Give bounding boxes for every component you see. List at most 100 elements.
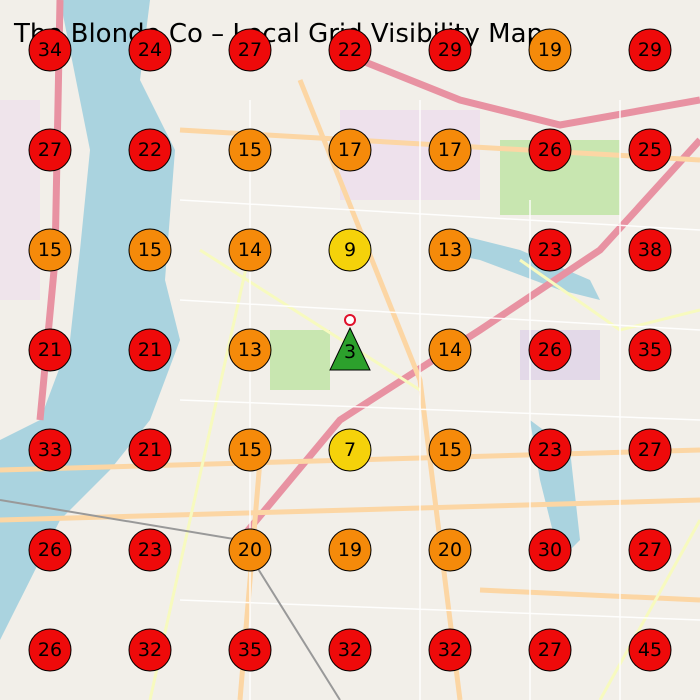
grid-cell-label: 29 <box>638 39 662 61</box>
grid-cell-label: 30 <box>538 539 562 561</box>
grid-cell <box>128 628 172 672</box>
grid-cell-label: 19 <box>538 39 562 61</box>
grid-cell-label: 26 <box>38 639 62 661</box>
grid-cell-label: 15 <box>38 239 62 261</box>
grid-cell <box>428 328 472 372</box>
grid-cell-label: 27 <box>38 139 62 161</box>
grid-cell-label: 26 <box>38 539 62 561</box>
grid-cell <box>528 428 572 472</box>
grid-cell <box>228 228 272 272</box>
grid-cell <box>328 428 372 472</box>
grid-cell-label: 20 <box>238 539 262 561</box>
grid-cell-label: 26 <box>538 339 562 361</box>
center-marker-label: 3 <box>344 341 356 363</box>
grid-cell-label: 17 <box>438 139 462 161</box>
grid-cell <box>528 628 572 672</box>
grid-cell-label: 33 <box>38 439 62 461</box>
grid-cell-label: 22 <box>138 139 162 161</box>
grid-cell-label: 27 <box>538 639 562 661</box>
grid-cell-label: 13 <box>238 339 262 361</box>
grid-cell <box>28 28 72 72</box>
grid-cell-label: 23 <box>538 439 562 461</box>
grid-cell <box>128 228 172 272</box>
grid-cell <box>628 528 672 572</box>
grid-cell <box>228 528 272 572</box>
grid-cell-label: 24 <box>138 39 162 61</box>
center-marker <box>329 326 371 371</box>
grid-cell-label: 22 <box>338 39 362 61</box>
grid-cell-label: 35 <box>238 639 262 661</box>
grid-cell <box>228 128 272 172</box>
grid-cell-label: 34 <box>38 39 62 61</box>
grid-cell <box>628 328 672 372</box>
grid-cell <box>428 628 472 672</box>
grid-cell <box>528 528 572 572</box>
grid-cell <box>628 28 672 72</box>
grid-cell-label: 27 <box>638 539 662 561</box>
grid-cell-label: 27 <box>638 439 662 461</box>
grid-cell <box>628 628 672 672</box>
grid-cell <box>128 328 172 372</box>
grid-cell-label: 32 <box>138 639 162 661</box>
center-pin <box>344 314 356 326</box>
grid-cell-label: 19 <box>338 539 362 561</box>
grid-cell <box>428 428 472 472</box>
grid-cell-label: 21 <box>38 339 62 361</box>
grid-cell <box>428 228 472 272</box>
grid-cell-label: 17 <box>338 139 362 161</box>
grid-cell <box>328 28 372 72</box>
grid: 34 24 27 22 29 19 29 27 22 15 17 17 26 25 15 15 14 9 13 23 3… <box>28 28 672 672</box>
grid-cell <box>228 428 272 472</box>
grid-cell-label: 14 <box>238 239 262 261</box>
grid-cell <box>528 328 572 372</box>
grid-cell-label: 26 <box>538 139 562 161</box>
grid-cell-label: 35 <box>638 339 662 361</box>
grid-cell <box>328 628 372 672</box>
grid-cell-label: 15 <box>238 139 262 161</box>
grid-cell <box>28 428 72 472</box>
grid-cell-label: 9 <box>344 239 356 261</box>
grid-cell-label: 15 <box>438 439 462 461</box>
grid-cell-label: 23 <box>138 539 162 561</box>
grid-cell <box>128 428 172 472</box>
grid-cell <box>328 128 372 172</box>
grid-cell <box>28 628 72 672</box>
grid-cell <box>128 128 172 172</box>
grid-cell-label: 14 <box>438 339 462 361</box>
grid-cell <box>628 428 672 472</box>
grid-cell <box>528 28 572 72</box>
grid-cell-label: 25 <box>638 139 662 161</box>
grid-cell-label: 27 <box>238 39 262 61</box>
grid-cell <box>628 228 672 272</box>
grid-cell <box>228 28 272 72</box>
grid-cell <box>328 228 372 272</box>
grid-cell-label: 21 <box>138 439 162 461</box>
grid-cell-label: 32 <box>438 639 462 661</box>
grid-cell <box>28 528 72 572</box>
grid-cell <box>628 128 672 172</box>
grid-cell <box>428 528 472 572</box>
grid-cell <box>228 628 272 672</box>
grid-cell <box>328 528 372 572</box>
grid-cell <box>128 28 172 72</box>
grid-cell <box>28 328 72 372</box>
grid-cell-label: 7 <box>344 439 356 461</box>
grid-cell <box>28 228 72 272</box>
grid-cell <box>228 328 272 372</box>
grid-cell-label: 23 <box>538 239 562 261</box>
grid-cell-label: 45 <box>638 639 662 661</box>
grid-cell <box>528 128 572 172</box>
grid-cell-label: 20 <box>438 539 462 561</box>
grid-cell-label: 21 <box>138 339 162 361</box>
grid-cell-label: 13 <box>438 239 462 261</box>
grid-cell-label: 32 <box>338 639 362 661</box>
grid-cell <box>428 28 472 72</box>
grid-cell <box>428 128 472 172</box>
grid-cell <box>28 128 72 172</box>
grid-cell-label: 38 <box>638 239 662 261</box>
grid-cell-label: 15 <box>238 439 262 461</box>
grid-cell-label: 15 <box>138 239 162 261</box>
grid-cell <box>128 528 172 572</box>
grid-cell <box>528 228 572 272</box>
